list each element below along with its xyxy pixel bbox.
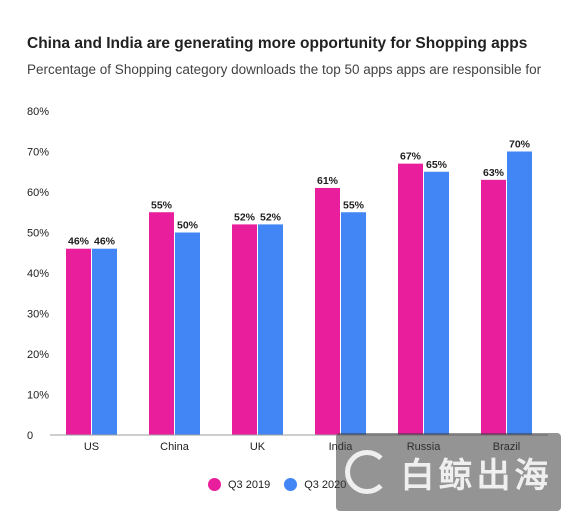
bar-india-q3-2020[interactable] [341, 212, 366, 435]
watermark: 白鲸出海 [336, 433, 561, 511]
x-tick-label: UK [250, 441, 266, 453]
y-tick-label: 70% [27, 147, 49, 159]
data-label: 61% [317, 175, 339, 187]
y-tick-label: 50% [27, 228, 49, 240]
y-tick-label: 80% [27, 106, 49, 118]
y-tick-label: 20% [27, 349, 49, 361]
bar-india-q3-2019[interactable] [315, 187, 340, 435]
legend-swatch-q3-2020 [284, 478, 298, 491]
legend: Q3 2019 Q3 2020 [208, 478, 360, 491]
bar-chart: 0 10% 20% 30% 40% 50% 60% 70% 80% 46% 46% 55% 50% 52… [27, 106, 548, 453]
data-label: 70% [509, 139, 531, 151]
data-label: 52% [260, 211, 282, 223]
bars: 46% 46% 55% 50% 52% 52% 61% 55% 67% 65% 63% 70% [66, 139, 532, 436]
bar-us-q3-2020[interactable] [92, 248, 117, 435]
bar-russia-q3-2019[interactable] [398, 163, 423, 435]
bar-uk-q3-2020[interactable] [258, 224, 283, 435]
legend-label-q3-2019: Q3 2019 [228, 478, 271, 491]
watermark-text: 白鲸出海 [400, 455, 553, 496]
y-tick-label: 60% [27, 187, 49, 199]
chart-title: China and India are generating more oppo… [27, 35, 528, 52]
bar-us-q3-2019[interactable] [66, 248, 91, 435]
y-axis: 0 10% 20% 30% 40% 50% 60% 70% 80% [27, 106, 49, 442]
data-label: 67% [400, 151, 422, 163]
data-label: 55% [151, 199, 173, 211]
bar-russia-q3-2020[interactable] [424, 171, 449, 435]
data-label: 65% [426, 159, 448, 171]
bar-uk-q3-2019[interactable] [232, 224, 257, 435]
legend-label-q3-2020: Q3 2020 [304, 478, 347, 491]
x-tick-label: US [84, 441, 99, 453]
data-label: 63% [483, 167, 505, 179]
data-label: 46% [68, 236, 90, 248]
legend-item-q3-2020[interactable]: Q3 2020 [284, 478, 346, 491]
data-label: 46% [94, 236, 116, 248]
data-label: 55% [343, 199, 365, 211]
bar-brazil-q3-2020[interactable] [507, 151, 532, 436]
legend-swatch-q3-2019 [208, 478, 221, 491]
legend-item-q3-2019[interactable]: Q3 2019 [208, 478, 270, 491]
data-label: 50% [177, 220, 199, 232]
y-tick-label: 30% [27, 309, 49, 321]
data-label: 52% [234, 211, 256, 223]
y-tick-label: 0 [27, 430, 33, 442]
y-tick-label: 40% [27, 268, 49, 280]
bar-china-q3-2019[interactable] [149, 212, 174, 435]
x-tick-label: China [160, 441, 190, 453]
watermark-logo-icon [344, 450, 389, 494]
y-tick-label: 10% [27, 390, 49, 402]
bar-china-q3-2020[interactable] [175, 232, 200, 436]
chart-subtitle: Percentage of Shopping category download… [27, 62, 542, 77]
bar-brazil-q3-2019[interactable] [481, 179, 506, 435]
